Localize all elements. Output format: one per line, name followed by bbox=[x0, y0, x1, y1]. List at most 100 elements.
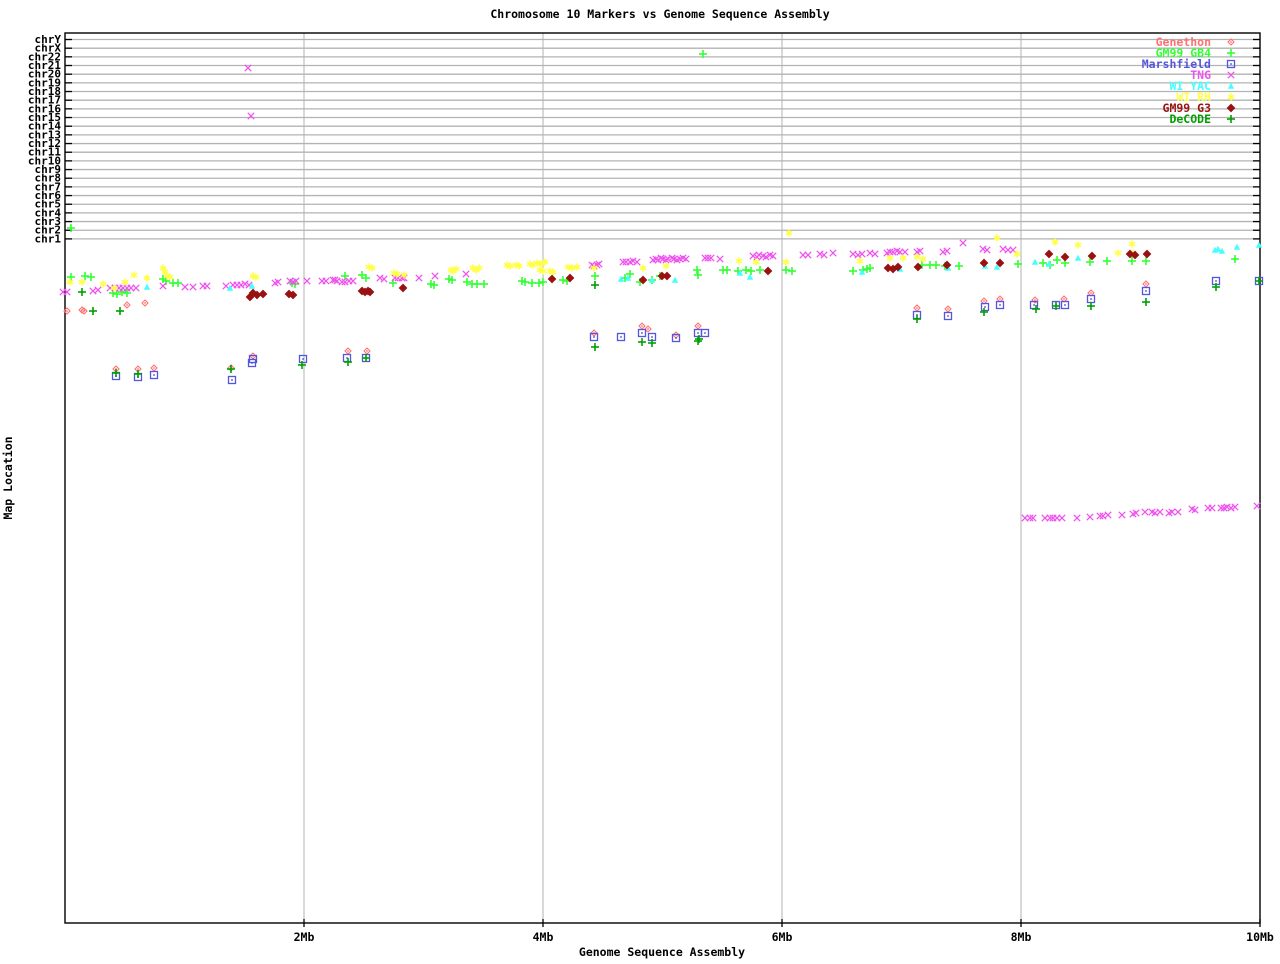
marker-decode bbox=[134, 370, 142, 378]
scatter-points bbox=[59, 50, 1264, 522]
marker-gm99_g3 bbox=[1044, 249, 1054, 259]
marker-genethon bbox=[1031, 296, 1039, 304]
marker-wi_rh bbox=[400, 271, 408, 279]
marker-wi_rh bbox=[785, 229, 793, 237]
marker-tng bbox=[132, 284, 140, 292]
marker-wi_rh bbox=[66, 278, 74, 286]
legend-label-tng: TNG bbox=[1190, 68, 1211, 82]
chromosome-row-label: chr14 bbox=[28, 120, 61, 133]
marker-gm99_gb4 bbox=[521, 278, 529, 286]
marker-gm99_gb4 bbox=[123, 289, 131, 297]
marker-tng bbox=[943, 247, 951, 255]
marker-tng bbox=[804, 251, 812, 259]
marker-tng bbox=[331, 276, 339, 284]
marker-marshfield bbox=[1141, 286, 1151, 296]
legend-label-gm99_g3: GM99 G3 bbox=[1163, 101, 1212, 115]
marker-genethon bbox=[63, 307, 71, 315]
legend-label-wi_yac: WI YAC bbox=[1169, 79, 1211, 93]
marker-tng bbox=[1208, 504, 1216, 512]
marker-wi_yac bbox=[746, 273, 754, 280]
chromosome-row-label: chr1 bbox=[35, 232, 62, 245]
marker-wi_rh bbox=[78, 278, 86, 286]
marker-tng bbox=[222, 282, 230, 290]
legend-label-wi_rh: WI RH bbox=[1176, 90, 1211, 104]
marker-tng bbox=[886, 248, 894, 256]
marker-genethon bbox=[1142, 280, 1150, 288]
x-tick-label: 6Mb bbox=[772, 930, 793, 944]
marker-genethon bbox=[80, 307, 88, 315]
marker-tng bbox=[380, 275, 388, 283]
marker-gm99_g3 bbox=[638, 275, 648, 285]
marker-gm99_gb4 bbox=[1053, 256, 1061, 264]
chromosome-row-label: chr10 bbox=[28, 154, 61, 167]
legend-marker-gm99_g3 bbox=[1226, 103, 1236, 113]
legend-marker-decode bbox=[1227, 115, 1235, 123]
marker-wi_rh bbox=[143, 274, 151, 282]
marker-decode bbox=[1052, 302, 1060, 310]
marker-wi_rh bbox=[121, 278, 129, 286]
marker-wi_yac bbox=[1218, 247, 1226, 254]
y-axis-label: Map Location bbox=[1, 436, 15, 519]
chromosome-row-label: chr16 bbox=[28, 102, 61, 115]
chromosome-row-label: chr2 bbox=[35, 224, 62, 237]
marker-tng bbox=[462, 270, 470, 278]
marker-marshfield bbox=[616, 332, 626, 342]
marker-genethon bbox=[644, 325, 652, 333]
marker-tng bbox=[829, 249, 837, 257]
marker-gm99_gb4 bbox=[849, 267, 857, 275]
chromosome-row-label: chr9 bbox=[35, 163, 62, 176]
marker-gm99_gb4 bbox=[1128, 257, 1136, 265]
marker-marshfield bbox=[637, 328, 647, 338]
marker-gm99_g3 bbox=[398, 283, 408, 293]
marker-tng bbox=[1029, 514, 1037, 522]
marker-wi_rh bbox=[913, 253, 921, 261]
marker-tng bbox=[1191, 506, 1199, 514]
marker-gm99_gb4 bbox=[528, 279, 536, 287]
marker-wi_yac bbox=[617, 275, 625, 282]
marker-genethon bbox=[123, 301, 131, 309]
marker-gm99_gb4 bbox=[480, 280, 488, 288]
marker-decode bbox=[980, 308, 988, 316]
chromosome-row-label: chr13 bbox=[28, 128, 61, 141]
legend-marker-wi_rh bbox=[1227, 93, 1235, 101]
marker-gm99_gb4 bbox=[699, 50, 707, 58]
chromosome-row-label: chr8 bbox=[35, 172, 62, 185]
marker-gm99_gb4 bbox=[448, 276, 456, 284]
marker-gm99_gb4 bbox=[693, 266, 701, 274]
marker-wi_rh bbox=[506, 262, 514, 270]
marker-gm99_gb4 bbox=[955, 262, 963, 270]
marker-gm99_g3 bbox=[995, 258, 1005, 268]
marker-tng bbox=[858, 250, 866, 258]
marker-gm99_g3 bbox=[763, 266, 773, 276]
marker-wi_yac bbox=[648, 276, 656, 283]
chromosome-row-label: chrX bbox=[35, 42, 62, 55]
marker-tng bbox=[716, 255, 724, 263]
marker-wi_yac bbox=[1031, 258, 1039, 265]
marker-gm99_gb4 bbox=[591, 272, 599, 280]
marker-decode bbox=[1212, 283, 1220, 291]
marker-tng bbox=[274, 278, 282, 286]
marker-wi_rh bbox=[639, 264, 647, 272]
marker-wi_yac bbox=[248, 282, 256, 289]
marker-gm99_g3 bbox=[258, 289, 268, 299]
marker-gm99_gb4 bbox=[866, 264, 874, 272]
marker-tng bbox=[662, 256, 670, 264]
marker-wi_yac bbox=[1045, 260, 1053, 267]
marker-decode bbox=[298, 361, 306, 369]
marker-decode bbox=[913, 315, 921, 323]
marker-gm99_g3 bbox=[1060, 252, 1070, 262]
marker-tng bbox=[668, 254, 676, 262]
chromosome-row-label: chr11 bbox=[28, 146, 61, 159]
marker-wi_rh bbox=[752, 258, 760, 266]
marker-tng bbox=[1231, 503, 1239, 511]
marker-tng bbox=[1026, 514, 1034, 522]
marker-gm99_g3 bbox=[288, 290, 298, 300]
marker-marshfield bbox=[1060, 300, 1070, 310]
marker-gm99_g3 bbox=[883, 263, 893, 273]
marker-wi_yac bbox=[1255, 241, 1263, 248]
marker-wi_rh bbox=[568, 264, 576, 272]
marker-decode bbox=[1255, 277, 1263, 285]
marker-wi_yac bbox=[1214, 245, 1222, 252]
